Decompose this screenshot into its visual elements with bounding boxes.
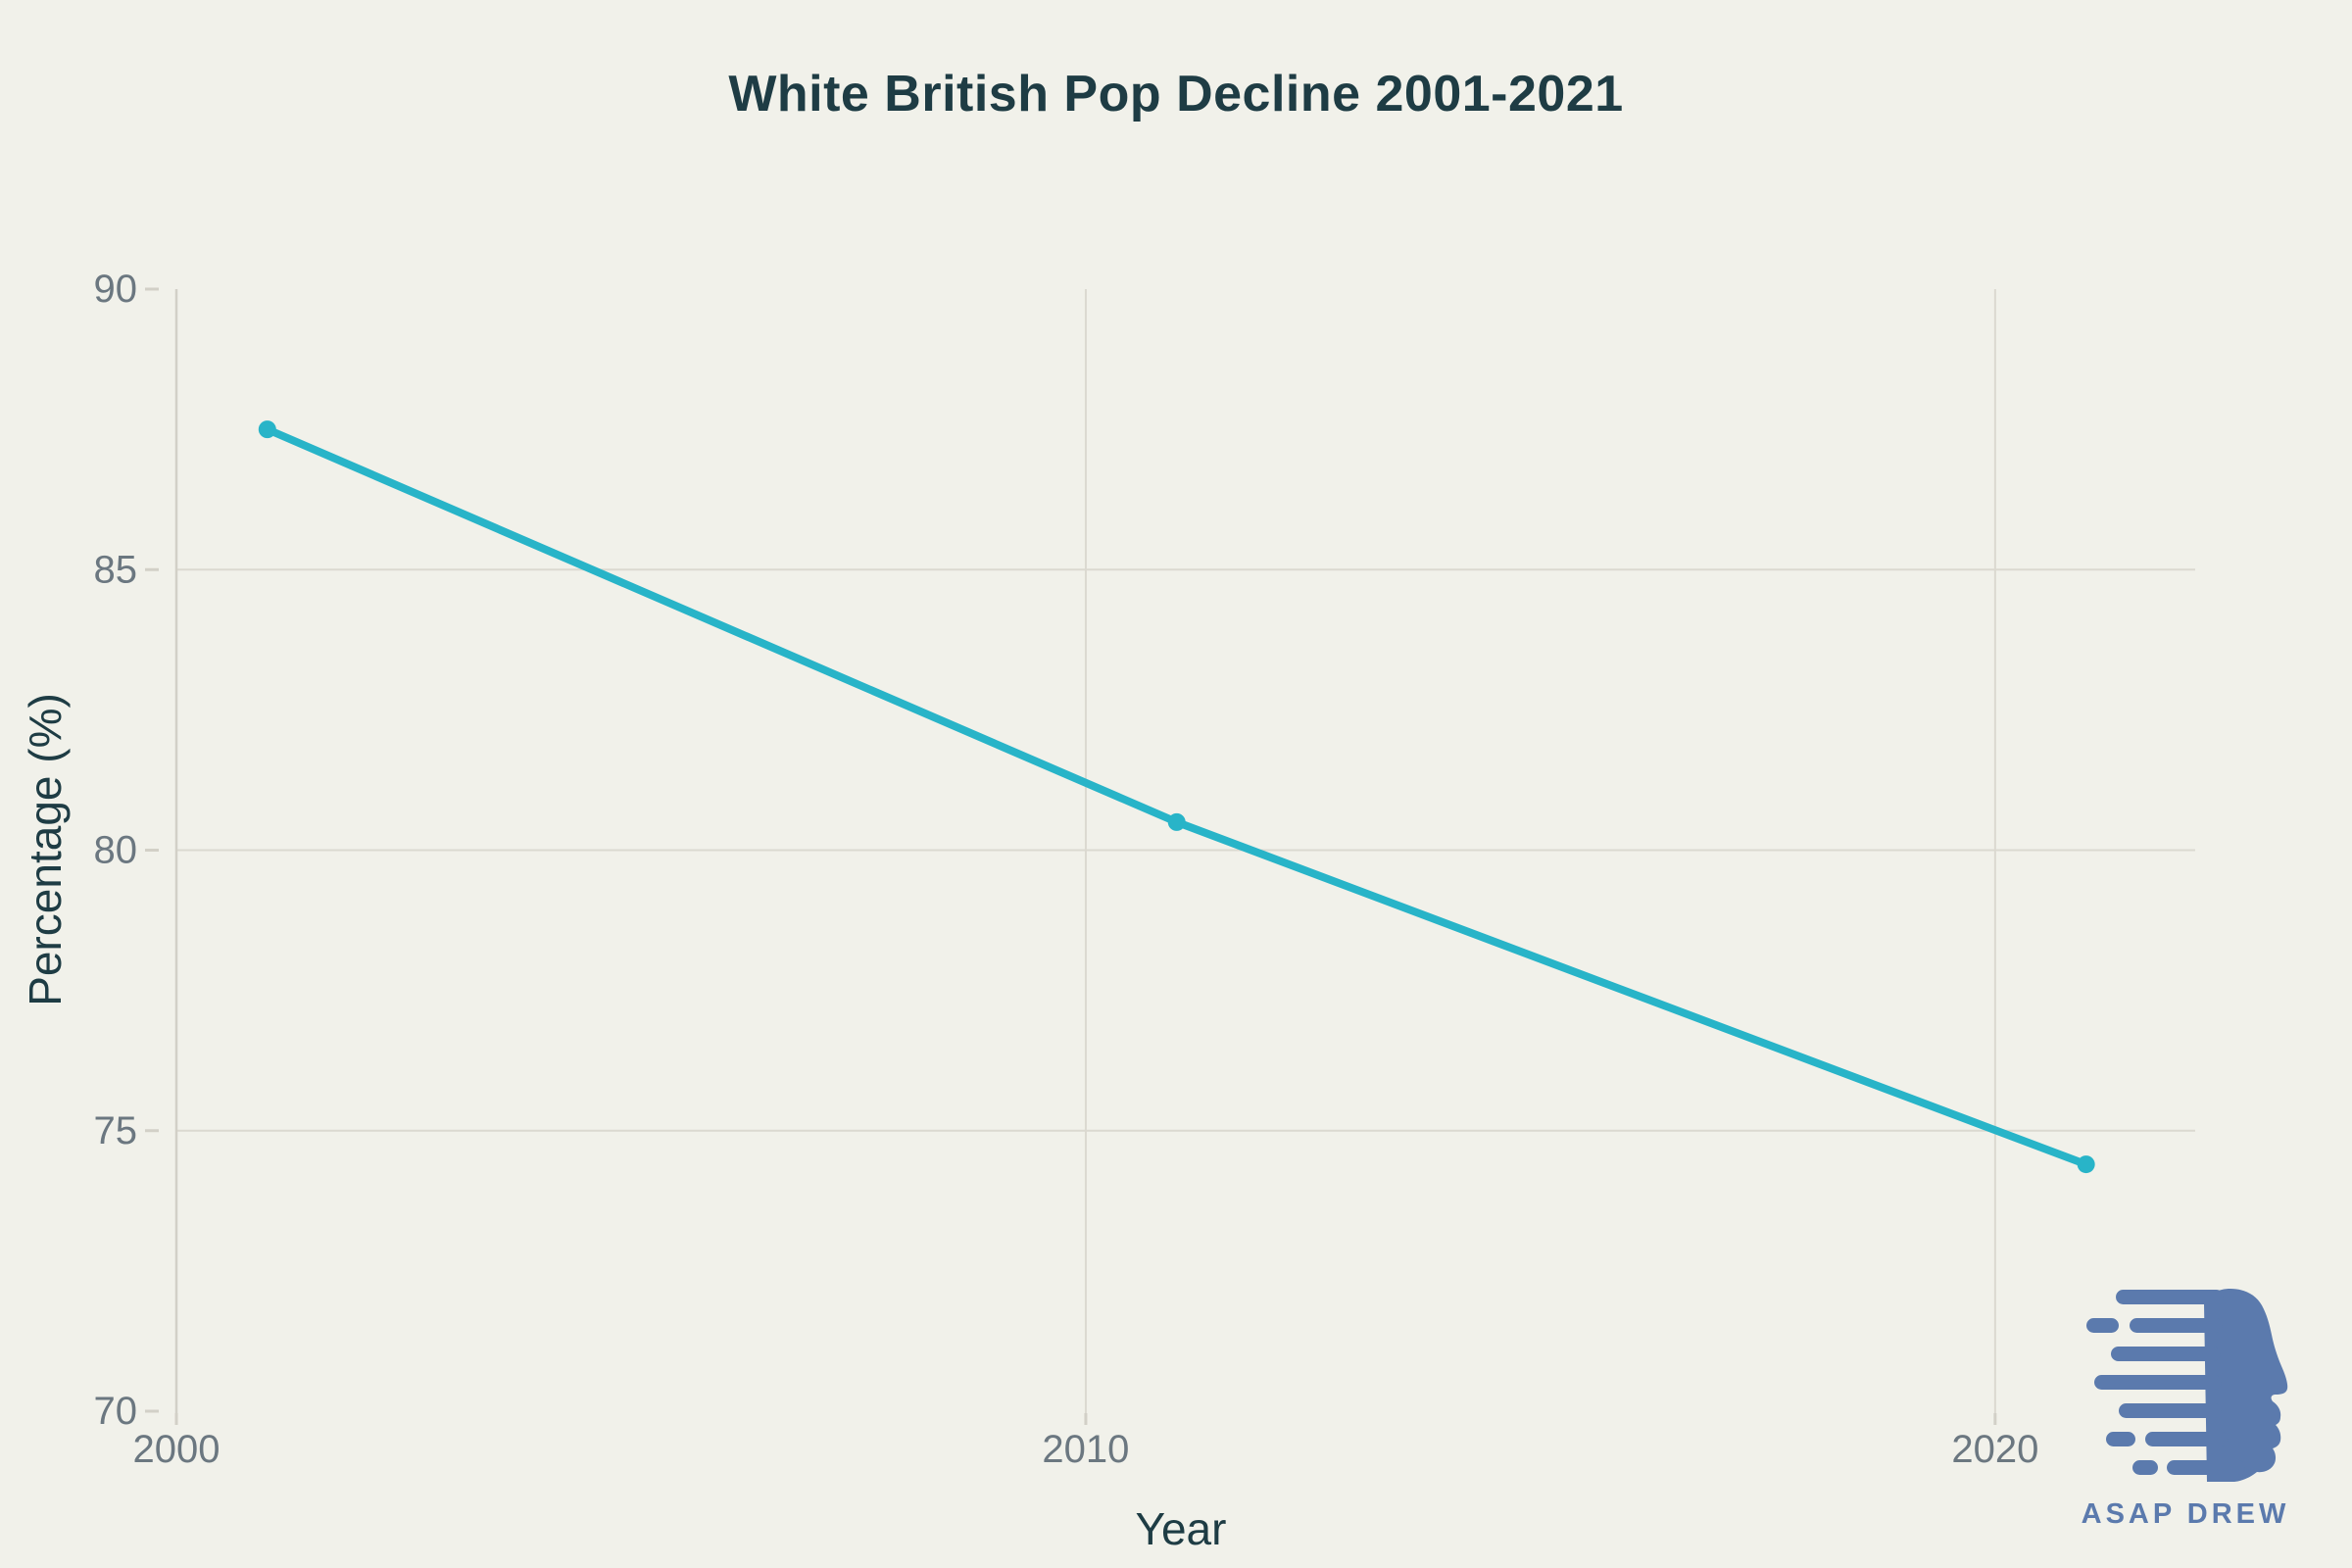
- data-point-marker: [2077, 1155, 2095, 1174]
- x-tick-label: 2020: [1951, 1428, 2038, 1471]
- x-tick-label: 2010: [1042, 1428, 1129, 1471]
- y-tick-label: 70: [94, 1390, 138, 1433]
- logo-speed-bar: [2145, 1432, 2229, 1446]
- x-tick-label: 2000: [133, 1428, 220, 1471]
- brand-logo-text: ASAP DREW: [2081, 1498, 2290, 1530]
- y-tick-label: 90: [94, 268, 138, 311]
- y-tick-label: 75: [94, 1109, 138, 1152]
- data-point-marker: [1167, 812, 1186, 831]
- y-axis-title: Percentage (%): [20, 693, 71, 1006]
- logo-speed-bar: [2116, 1290, 2224, 1304]
- brand-logo: ASAP DREW: [2080, 1288, 2291, 1531]
- y-tick-label: 85: [94, 548, 138, 591]
- x-axis-title: Year: [1136, 1503, 1227, 1554]
- data-point-marker: [258, 420, 276, 439]
- logo-speed-bar: [2132, 1460, 2158, 1475]
- logo-speed-bar: [2130, 1318, 2223, 1333]
- logo-speed-bar: [2111, 1347, 2221, 1361]
- logo-speed-bar: [2119, 1403, 2222, 1418]
- logo-speed-bar: [2167, 1460, 2245, 1475]
- y-tick-label: 80: [94, 829, 138, 872]
- logo-speed-bar: [2106, 1432, 2135, 1446]
- data-line: [263, 425, 2090, 1169]
- speed-face-logo-icon: [2086, 1289, 2288, 1482]
- logo-speed-bar: [2094, 1375, 2222, 1390]
- chart-title: White British Pop Decline 2001-2021: [728, 66, 1624, 122]
- logo-speed-bar: [2086, 1318, 2119, 1333]
